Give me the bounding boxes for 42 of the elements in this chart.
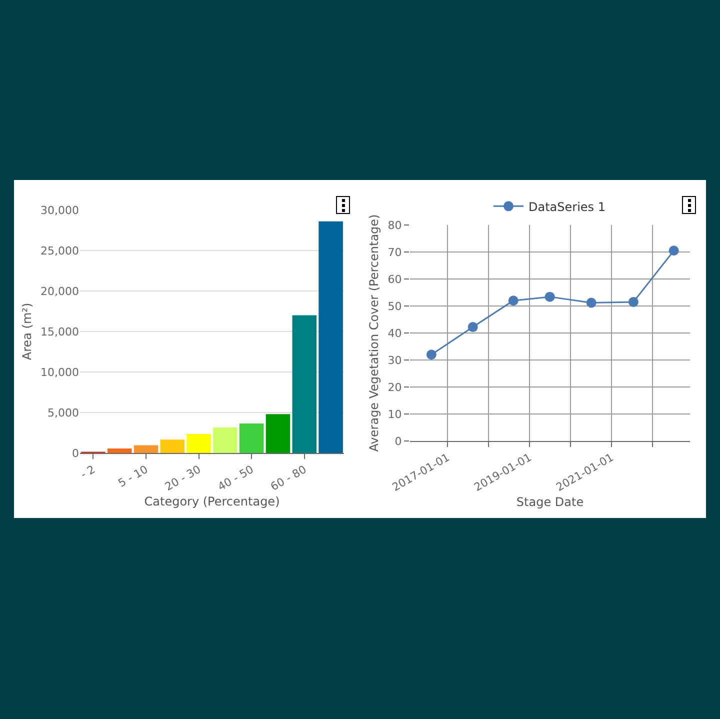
y-tick-label: 0 <box>72 446 79 460</box>
x-tick-label: 60 - 80 <box>268 462 309 494</box>
x-axis-title: Stage Date <box>516 494 584 509</box>
y-tick-label: 0 <box>394 434 402 448</box>
y-tick-label: 30,000 <box>40 204 79 217</box>
bar <box>318 221 343 453</box>
x-tick-label: 5 - 10 <box>116 462 150 490</box>
y-tick-label: 40 <box>388 326 402 340</box>
y-tick-label: 30 <box>388 354 402 367</box>
point <box>668 246 679 256</box>
y-tick-label: 10 <box>388 408 402 421</box>
point <box>628 296 638 307</box>
bar <box>266 414 290 453</box>
bar <box>239 423 264 453</box>
y-tick-label: 20 <box>388 380 402 394</box>
x-axis-title: Category (Percentage) <box>144 494 280 508</box>
y-tick-label: 15,000 <box>40 325 79 338</box>
bar <box>186 434 211 453</box>
x-tick-label: 40 - 50 <box>216 462 256 494</box>
point <box>544 292 555 302</box>
y-tick-label: 25,000 <box>40 244 79 258</box>
y-axis-title: Area (m²) <box>20 302 34 360</box>
y-axis-title: Average Vegetation Cover (Percentage) <box>367 214 382 452</box>
y-tick-label: 80 <box>388 218 402 232</box>
point <box>586 298 596 308</box>
y-tick-label: 60 <box>388 272 402 286</box>
point <box>508 296 518 306</box>
y-tick-label: 50 <box>388 300 402 313</box>
bar <box>292 315 317 453</box>
y-tick-label: 5,000 <box>48 406 79 420</box>
bar <box>107 448 132 453</box>
x-tick-label: - 2 <box>78 462 98 482</box>
point <box>426 350 436 360</box>
bar <box>160 440 185 453</box>
bar <box>213 427 238 453</box>
point <box>468 322 478 332</box>
legend-label: DataSeries 1 <box>528 200 606 214</box>
x-tick-label: 20 - 30 <box>162 462 204 494</box>
bar <box>134 445 158 453</box>
y-tick-label: 70 <box>388 246 402 259</box>
y-tick-label: 20,000 <box>40 284 79 298</box>
y-tick-label: 10,000 <box>40 366 79 379</box>
